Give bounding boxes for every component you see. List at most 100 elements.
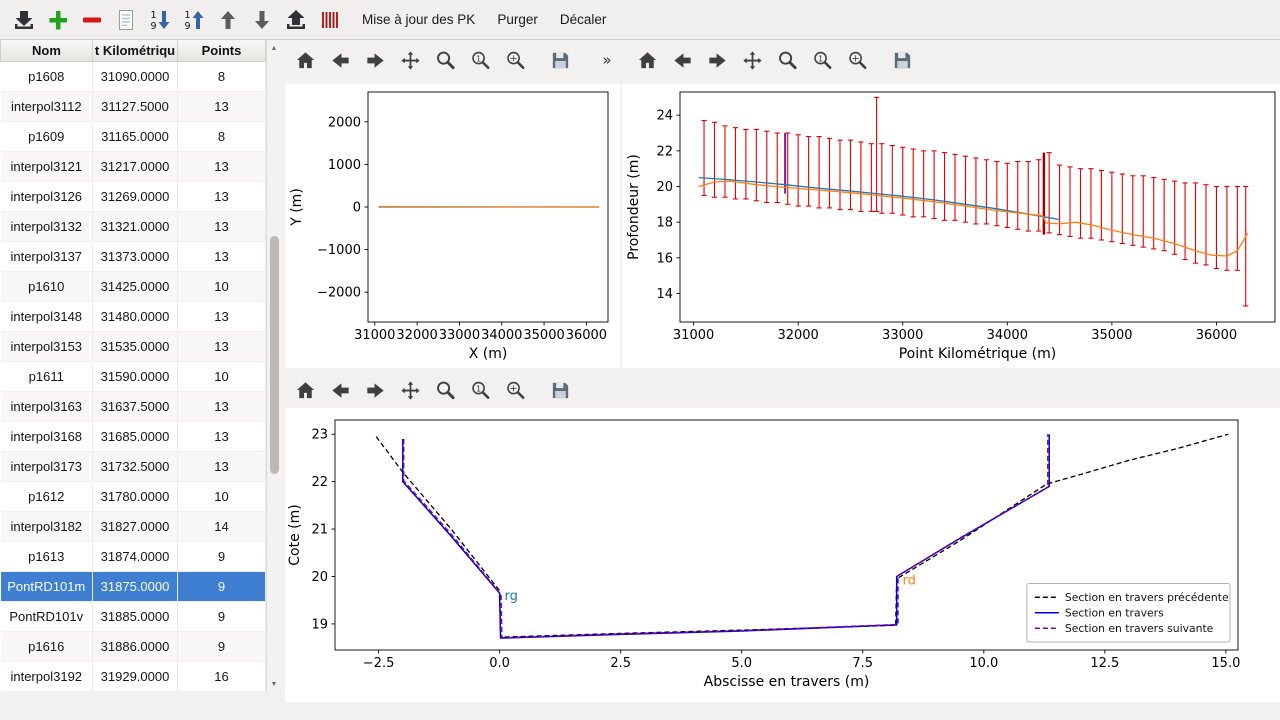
nav-back-button[interactable] bbox=[668, 46, 696, 74]
table-row[interactable]: interpol3148 31480.0000 13 bbox=[0, 301, 266, 332]
zoom-rect-icon: + bbox=[848, 51, 866, 69]
nav-zoom-rect-button[interactable]: + bbox=[501, 376, 529, 404]
nav-back-button[interactable] bbox=[326, 46, 354, 74]
nav-save-button[interactable] bbox=[546, 46, 574, 74]
longitudinal-profile-chart[interactable]: 31000 32000 33000 34000 35000 36000 14 16 18 20 22… bbox=[622, 84, 1280, 368]
nav-save-button[interactable] bbox=[546, 376, 574, 404]
table-row[interactable]: interpol3153 31535.0000 13 bbox=[0, 331, 266, 362]
add-section-button[interactable] bbox=[42, 4, 73, 35]
scrollbar-thumb[interactable] bbox=[269, 236, 279, 474]
plan-view-chart[interactable]: 31000 32000 33000 34000 35000 36000 −2000 −1000… bbox=[285, 84, 620, 368]
table-row[interactable]: p1612 31780.0000 10 bbox=[0, 481, 266, 512]
table-row[interactable]: interpol3112 31127.5000 13 bbox=[0, 91, 266, 122]
cross-section-chart[interactable]: −2.5 0.0 2.5 5.0 7.5 10.0 12.5 15.0 19 20 21 22 23 Ab… bbox=[285, 408, 1280, 702]
y-axis-label: Profondeur (m) bbox=[626, 154, 642, 260]
scrollbar-up-button[interactable]: ▲ bbox=[270, 44, 278, 52]
sort-asc-icon: 19 bbox=[184, 10, 203, 32]
table-row[interactable]: p1613 31874.0000 9 bbox=[0, 541, 266, 572]
update-pk-sections-button[interactable] bbox=[314, 4, 345, 35]
zoom-one-icon: 1 bbox=[471, 51, 489, 69]
column-header-points[interactable]: Points bbox=[177, 40, 266, 62]
stripes-icon bbox=[321, 11, 338, 28]
table-row[interactable]: interpol3137 31373.0000 13 bbox=[0, 241, 266, 272]
cell-pk: 31127.5000 bbox=[92, 91, 178, 122]
nav-overflow-button[interactable]: » bbox=[597, 46, 617, 74]
nav-forward-button[interactable] bbox=[703, 46, 731, 74]
svg-text:14: 14 bbox=[656, 287, 673, 302]
cell-points: 10 bbox=[177, 481, 266, 512]
column-header-nom[interactable]: Nom bbox=[0, 40, 93, 62]
x-axis-label: Abscisse en travers (m) bbox=[704, 674, 870, 690]
nav-save-button[interactable] bbox=[888, 46, 916, 74]
nav-home-button[interactable] bbox=[633, 46, 661, 74]
nav-zoom-one-button[interactable]: 1 bbox=[466, 376, 494, 404]
cell-points: 13 bbox=[177, 91, 266, 122]
nav-zoom-rect-button[interactable]: + bbox=[843, 46, 871, 74]
nav-back-button[interactable] bbox=[326, 376, 354, 404]
nav-home-button[interactable] bbox=[291, 46, 319, 74]
nav-forward-button[interactable] bbox=[361, 46, 389, 74]
table-row[interactable]: p1611 31590.0000 10 bbox=[0, 361, 266, 392]
svg-text:24: 24 bbox=[656, 109, 673, 124]
move-up-button[interactable] bbox=[212, 4, 243, 35]
cell-points: 13 bbox=[177, 331, 266, 362]
table-scrollbar[interactable]: ▲ ▼ bbox=[266, 40, 281, 692]
table-row[interactable]: interpol3192 31929.0000 16 bbox=[0, 661, 266, 692]
table-row[interactable]: interpol3121 31217.0000 13 bbox=[0, 151, 266, 182]
edit-section-button[interactable] bbox=[110, 4, 141, 35]
delete-section-button[interactable] bbox=[76, 4, 107, 35]
nav-zoom-one-button[interactable]: 1 bbox=[466, 46, 494, 74]
table-row[interactable]: p1609 31165.0000 8 bbox=[0, 121, 266, 152]
table-row[interactable]: interpol3132 31321.0000 13 bbox=[0, 211, 266, 242]
cell-nom: interpol3132 bbox=[0, 211, 93, 242]
nav-pan-button[interactable] bbox=[396, 46, 424, 74]
update-pk-menu-button[interactable]: Mise à jour des PK bbox=[351, 5, 486, 34]
nav-zoom-one-button[interactable]: 1 bbox=[808, 46, 836, 74]
save-icon bbox=[552, 52, 568, 68]
move-down-button[interactable] bbox=[246, 4, 277, 35]
table-row[interactable]: p1608 31090.0000 8 bbox=[0, 61, 266, 92]
table-row[interactable]: interpol3168 31685.0000 13 bbox=[0, 421, 266, 452]
purge-menu-button[interactable]: Purger bbox=[486, 5, 549, 34]
cell-nom: interpol3121 bbox=[0, 151, 93, 182]
sort-desc-icon: 19 bbox=[150, 10, 169, 32]
nav-pan-button[interactable] bbox=[396, 376, 424, 404]
shift-menu-button[interactable]: Décaler bbox=[549, 5, 618, 34]
svg-text:19: 19 bbox=[311, 617, 328, 632]
scrollbar-down-button[interactable]: ▼ bbox=[270, 680, 278, 688]
x-axis-label: Point Kilométrique (m) bbox=[899, 346, 1057, 362]
svg-text:0.0: 0.0 bbox=[489, 656, 510, 671]
svg-text:5.0: 5.0 bbox=[731, 656, 752, 671]
svg-text:35000: 35000 bbox=[523, 328, 564, 343]
nav-pan-button[interactable] bbox=[738, 46, 766, 74]
table-row[interactable]: p1616 31886.0000 9 bbox=[0, 631, 266, 662]
nav-forward-button[interactable] bbox=[361, 376, 389, 404]
plus-green-icon bbox=[49, 10, 67, 29]
cell-points: 10 bbox=[177, 361, 266, 392]
cell-nom: PontRD101v bbox=[0, 601, 93, 632]
table-row[interactable]: PontRD101v 31885.0000 9 bbox=[0, 601, 266, 632]
cell-points: 13 bbox=[177, 301, 266, 332]
cell-nom: interpol3137 bbox=[0, 241, 93, 272]
nav-home-button[interactable] bbox=[291, 376, 319, 404]
svg-text:9: 9 bbox=[184, 21, 190, 32]
nav-zoom-rect-button[interactable]: + bbox=[501, 46, 529, 74]
table-row[interactable]: interpol3182 31827.0000 14 bbox=[0, 511, 266, 542]
import-sections-button[interactable] bbox=[8, 4, 39, 35]
export-sections-button[interactable] bbox=[280, 4, 311, 35]
table-row[interactable]: PontRD101m 31875.0000 9 bbox=[0, 571, 266, 602]
cell-nom: p1610 bbox=[0, 271, 93, 302]
column-header-pk[interactable]: t Kilométriqu bbox=[92, 40, 178, 62]
nav-zoom-button[interactable] bbox=[431, 46, 459, 74]
cell-pk: 31929.0000 bbox=[92, 661, 178, 692]
table-row[interactable]: interpol3126 31269.0000 13 bbox=[0, 181, 266, 212]
nav-zoom-button[interactable] bbox=[431, 376, 459, 404]
svg-text:33000: 33000 bbox=[882, 328, 923, 343]
cell-nom: p1616 bbox=[0, 631, 93, 662]
table-row[interactable]: p1610 31425.0000 10 bbox=[0, 271, 266, 302]
table-row[interactable]: interpol3163 31637.5000 13 bbox=[0, 391, 266, 422]
table-row[interactable]: interpol3173 31732.5000 13 bbox=[0, 451, 266, 482]
nav-zoom-button[interactable] bbox=[773, 46, 801, 74]
